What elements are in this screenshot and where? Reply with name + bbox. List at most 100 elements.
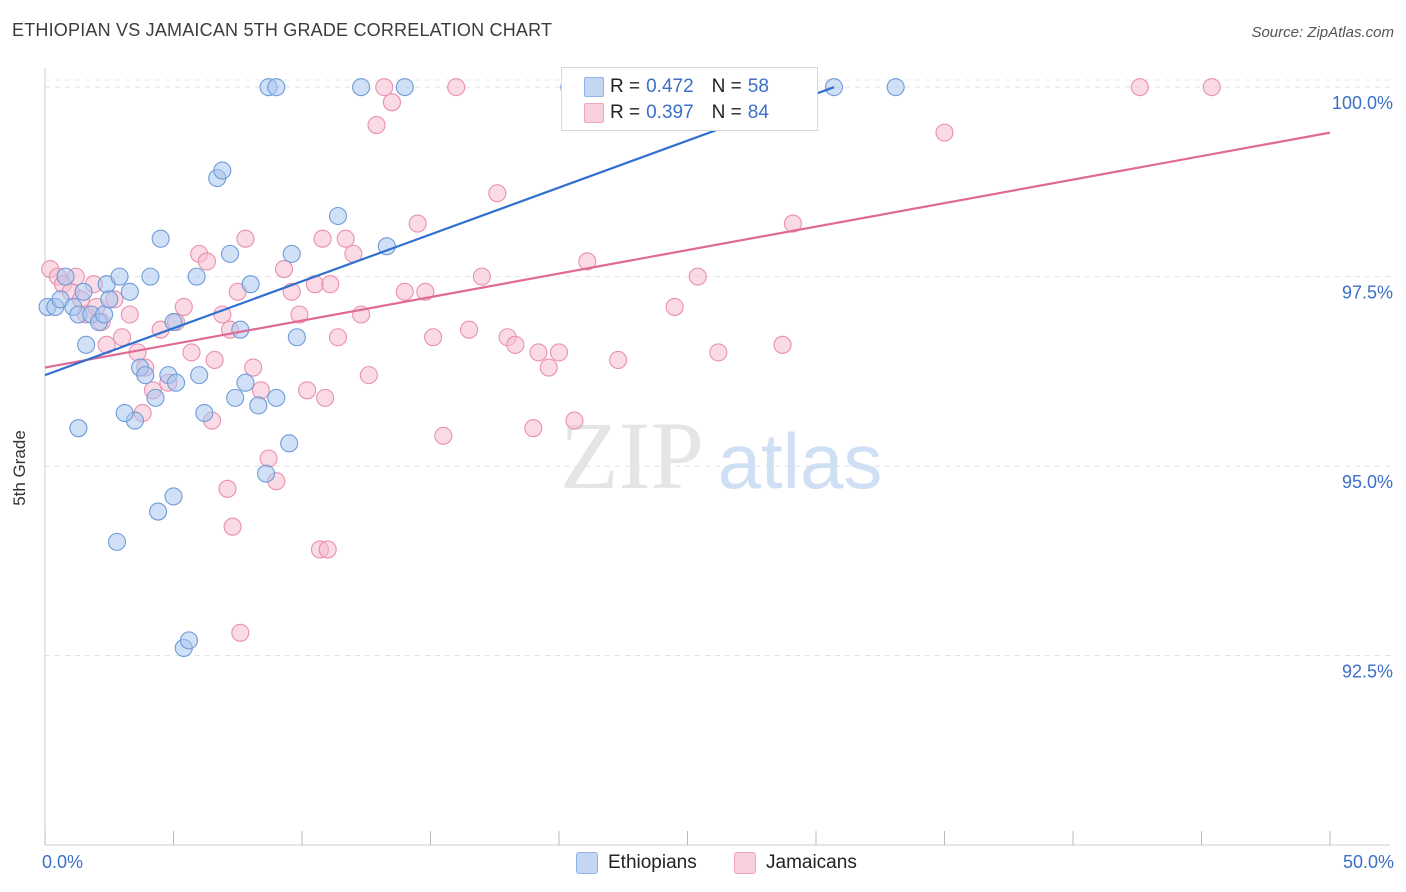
ethiopian-point — [146, 388, 165, 407]
jamaican-point — [244, 358, 263, 377]
jamaican-point — [578, 252, 597, 271]
jamaican-point — [382, 93, 402, 112]
ethiopian-point — [282, 244, 301, 263]
jamaican-point — [120, 305, 139, 324]
jamaican-point — [367, 115, 386, 135]
legend-item-jamaicans[interactable]: Jamaicans — [734, 852, 857, 874]
ethiopian-point — [56, 267, 75, 286]
x-tick-label-max: 50.0% — [1342, 852, 1394, 872]
watermark-zip: ZIP — [560, 402, 704, 509]
r-label: R = — [610, 76, 641, 97]
ethiopians-trend-line — [44, 86, 835, 377]
jamaicans-points — [41, 78, 1221, 642]
jamaican-point — [328, 328, 348, 347]
legend-swatch-jamaicans — [734, 852, 756, 874]
jamaican-point — [472, 267, 491, 286]
chart-title: ETHIOPIAN VS JAMAICAN 5TH GRADE CORRELAT… — [12, 20, 553, 40]
legend-row-ethiopians: R = 0.472 N = 58 — [584, 74, 769, 100]
jamaican-point — [321, 275, 340, 294]
ethiopian-point — [886, 78, 905, 97]
ethiopian-point — [136, 366, 155, 385]
jamaican-point — [298, 381, 317, 400]
ethiopian-point — [328, 206, 348, 226]
watermark: ZIP atlas — [560, 402, 882, 509]
trend-lines — [44, 86, 1331, 377]
jamaican-point — [313, 229, 332, 248]
jamaican-point — [113, 328, 132, 347]
x-tick-label-min: 0.0% — [42, 852, 84, 872]
jamaican-point — [416, 282, 435, 301]
ethiopian-point — [267, 388, 286, 407]
ethiopian-point — [115, 403, 134, 423]
jamaican-point — [318, 540, 337, 559]
source-label: Source: ZipAtlas.com — [1251, 24, 1394, 41]
legend-item-ethiopians[interactable]: Ethiopians — [576, 852, 697, 874]
jamaican-point — [1202, 78, 1221, 97]
jamaican-point — [488, 184, 507, 203]
r-value: 0.472 — [646, 76, 694, 97]
jamaican-point — [539, 358, 558, 377]
jamaican-point — [231, 623, 250, 642]
jamaicans-trend-line — [44, 131, 1331, 369]
y-axis-label: 5th Grade — [10, 430, 29, 506]
ethiopian-point — [226, 388, 245, 407]
jamaican-point — [274, 259, 294, 279]
ethiopian-point — [77, 335, 96, 354]
jamaican-point — [935, 123, 954, 142]
legend-swatch-jamaicans — [584, 103, 604, 123]
legend-row-jamaicans: R = 0.397 N = 84 — [584, 100, 769, 126]
jamaican-point — [408, 214, 427, 233]
jamaican-point — [565, 411, 584, 430]
jamaican-point — [609, 350, 628, 370]
ethiopian-point — [395, 78, 414, 97]
correlation-legend: R = 0.472 N = 58 R = 0.397 N = 84 — [561, 67, 818, 131]
ethiopians-points — [38, 78, 905, 658]
jamaican-point — [506, 335, 525, 354]
legend-label-ethiopians: Ethiopians — [608, 852, 697, 873]
jamaican-point — [223, 517, 242, 536]
ethiopian-point — [280, 434, 299, 453]
jamaican-point — [529, 343, 548, 362]
jamaican-point — [174, 297, 193, 316]
jamaican-point — [688, 267, 707, 286]
ethiopian-point — [74, 282, 93, 301]
watermark-atlas: atlas — [718, 417, 883, 505]
jamaican-point — [182, 343, 201, 362]
y-tick-label: 95.0% — [1342, 472, 1393, 492]
ethiopian-point — [107, 532, 127, 551]
jamaican-point — [197, 252, 216, 271]
ethiopian-point — [352, 78, 371, 97]
ethiopian-point — [213, 161, 232, 180]
ethiopian-point — [249, 396, 268, 415]
axis-layer — [44, 68, 1390, 846]
n-value: 84 — [747, 102, 769, 123]
ethiopian-point — [187, 267, 206, 286]
jamaican-point — [336, 229, 355, 248]
jamaican-point — [549, 343, 569, 362]
y-tick-label: 100.0% — [1332, 93, 1393, 113]
jamaican-point — [316, 388, 335, 407]
ethiopian-point — [151, 229, 170, 248]
ethiopian-point — [179, 631, 198, 650]
n-label: N = — [711, 102, 742, 123]
jamaican-point — [783, 214, 802, 233]
ethiopian-point — [190, 366, 209, 385]
jamaican-point — [434, 426, 453, 445]
ethiopian-point — [220, 244, 240, 263]
y-tick-label: 92.5% — [1342, 662, 1393, 682]
r-value: 0.397 — [646, 102, 694, 123]
ethiopian-point — [100, 290, 119, 309]
y-tick-label: 97.5% — [1342, 283, 1393, 303]
series-legend: Ethiopians Jamaicans — [0, 852, 1406, 878]
ethiopian-point — [141, 267, 160, 286]
jamaican-point — [524, 419, 543, 438]
ethiopian-point — [95, 305, 114, 324]
ethiopian-point — [287, 328, 306, 347]
ethiopian-point — [120, 282, 139, 301]
jamaican-point — [665, 297, 684, 316]
r-label: R = — [610, 102, 641, 123]
ethiopian-point — [236, 373, 255, 392]
jamaican-point — [251, 381, 270, 400]
ethiopian-point — [164, 487, 183, 506]
